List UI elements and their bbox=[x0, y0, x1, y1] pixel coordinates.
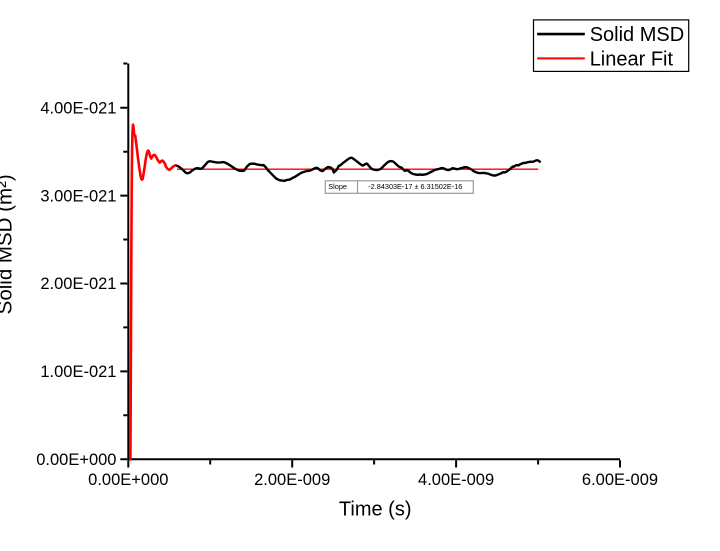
svg-text:0.00E+000: 0.00E+000 bbox=[88, 471, 168, 489]
svg-text:4.00E-009: 4.00E-009 bbox=[418, 471, 494, 489]
svg-text:3.00E-021: 3.00E-021 bbox=[40, 187, 116, 205]
svg-text:6.00E-009: 6.00E-009 bbox=[582, 471, 658, 489]
svg-text:Solid MSD (m²): Solid MSD (m²) bbox=[0, 174, 17, 314]
svg-text:Slope: Slope bbox=[328, 182, 347, 191]
svg-text:4.00E-021: 4.00E-021 bbox=[40, 100, 116, 118]
svg-text:-2.84303E-17 ± 6.31502E-16: -2.84303E-17 ± 6.31502E-16 bbox=[368, 182, 462, 191]
svg-text:Time (s): Time (s) bbox=[339, 499, 412, 521]
svg-text:2.00E-021: 2.00E-021 bbox=[40, 275, 116, 293]
svg-text:1.00E-021: 1.00E-021 bbox=[40, 363, 116, 381]
svg-text:Solid MSD: Solid MSD bbox=[590, 24, 684, 46]
svg-text:2.00E-009: 2.00E-009 bbox=[254, 471, 330, 489]
svg-text:Linear Fit: Linear Fit bbox=[590, 48, 674, 70]
svg-text:0.00E+000: 0.00E+000 bbox=[36, 451, 116, 469]
